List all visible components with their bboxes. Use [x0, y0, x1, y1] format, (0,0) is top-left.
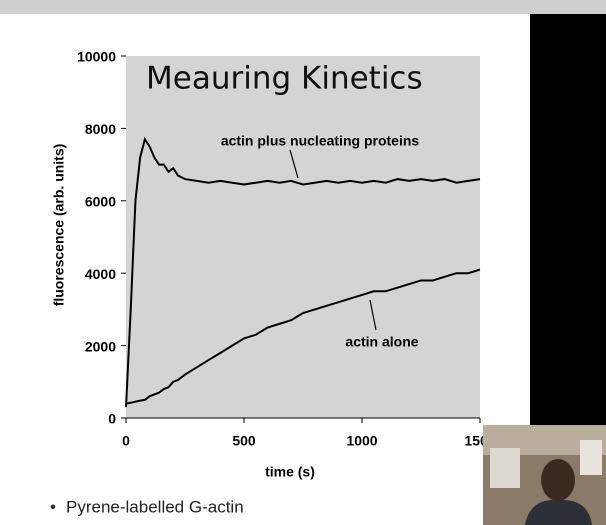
y-axis-label: fluorescence (arb. units)	[51, 144, 67, 307]
y-tick-label: 4000	[85, 266, 116, 282]
x-tick-label: 500	[232, 433, 256, 449]
y-tick-label: 6000	[85, 194, 116, 210]
chart-title: Meauring Kinetics	[146, 61, 423, 97]
plot-area	[126, 56, 480, 418]
x-tick-label: 1000	[346, 433, 377, 449]
top-strip	[0, 0, 606, 14]
bullet-text: Pyrene-labelled G-actin	[66, 497, 244, 516]
screen: Meauring Kinetics 0 2000 4000 6000 8000 10000 0…	[0, 0, 606, 525]
webcam	[483, 425, 606, 525]
y-tick-label: 10000	[77, 49, 116, 65]
y-tick-label: 8000	[85, 121, 116, 137]
y-tick-label: 0	[108, 411, 116, 427]
annotation: actin alone	[345, 334, 418, 350]
bullet-dot: •	[50, 497, 56, 516]
chart: Meauring Kinetics 0 2000 4000 6000 8000 10000 0…	[51, 49, 496, 480]
y-tick-label: 2000	[85, 338, 116, 354]
annotation: actin plus nucleating proteins	[221, 133, 420, 149]
x-tick-label: 0	[122, 433, 130, 449]
page: {"chart_data": {"type": "line", "title":…	[0, 0, 606, 525]
x-axis-label: time (s)	[265, 464, 315, 480]
